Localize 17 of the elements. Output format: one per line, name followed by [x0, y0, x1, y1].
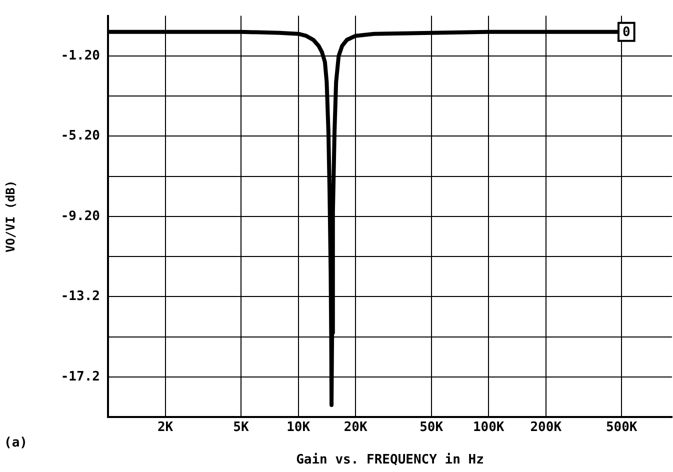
x-tick-label: 200K	[530, 420, 562, 436]
y-tick-label: -5.20	[60, 128, 100, 144]
y-tick-label: -9.20	[60, 208, 100, 224]
y-tick-label: -17.2	[60, 369, 100, 384]
y-axis-title: VO/VI (dB)	[3, 180, 18, 253]
text: (a)	[4, 435, 28, 450]
x-tick-label: 500K	[606, 420, 638, 436]
x-tick-label: 5K	[233, 420, 250, 436]
y-tick-label: -13.2	[60, 289, 100, 304]
x-tick-label: 2K	[157, 420, 174, 436]
x-tick-label: 50K	[420, 420, 444, 436]
y-tick-label: -1.20	[60, 48, 100, 64]
x-tick-label: 10K	[286, 420, 310, 436]
x-axis-title: Gain vs. FREQUENCY in Hz	[296, 452, 484, 468]
series-label: 0	[622, 25, 631, 40]
x-tick-label: 20K	[344, 420, 368, 436]
x-tick-label: 100K	[472, 420, 504, 436]
